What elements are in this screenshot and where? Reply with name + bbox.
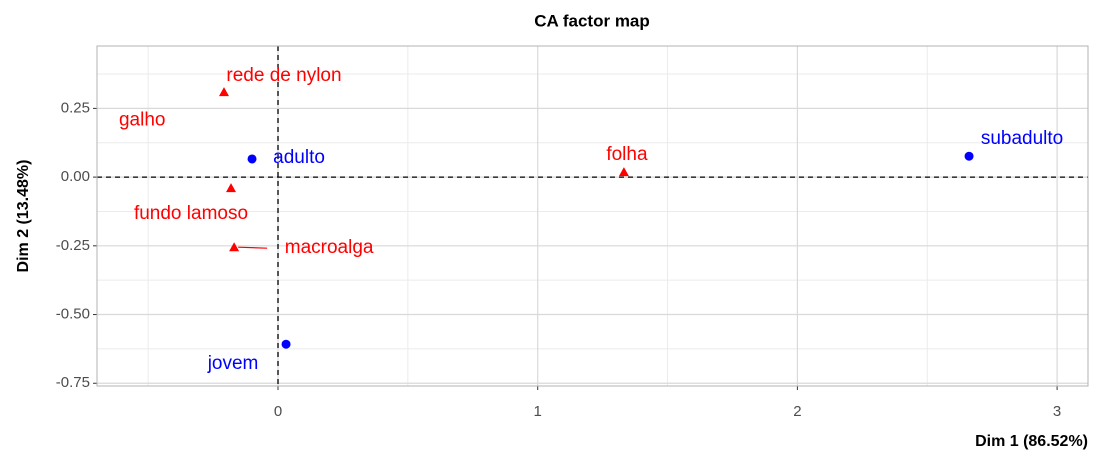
- point-label: adulto: [273, 147, 325, 168]
- x-axis-label: Dim 1 (86.52%): [975, 433, 1088, 450]
- x-tick-label: 0: [274, 403, 282, 420]
- y-tick-label: -0.75: [56, 374, 90, 391]
- points: [218, 87, 974, 349]
- x-tick-label: 1: [534, 403, 542, 420]
- point-label: macroalga: [285, 237, 374, 258]
- point-label: galho: [119, 109, 166, 130]
- y-tick-label: -0.50: [56, 306, 90, 323]
- point: [247, 154, 257, 164]
- point-label: subadulto: [981, 128, 1063, 149]
- point: [618, 167, 629, 177]
- y-tick-label: -0.25: [56, 237, 90, 254]
- point-label: fundo lamoso: [134, 203, 248, 224]
- point-label: folha: [606, 144, 648, 165]
- point: [281, 339, 291, 349]
- y-axis-label: Dim 2 (13.48%): [15, 160, 32, 273]
- point-label: rede de nylon: [226, 65, 341, 86]
- point: [218, 87, 229, 97]
- x-tick-label: 3: [1053, 403, 1061, 420]
- point-label: jovem: [207, 353, 259, 374]
- point: [964, 151, 974, 161]
- point: [226, 183, 237, 193]
- plot-border: [96, 45, 1089, 387]
- y-tick-label: 0.00: [61, 168, 90, 185]
- chart-title: CA factor map: [534, 11, 650, 30]
- point: [229, 242, 240, 252]
- y-tick-label: 0.25: [61, 99, 90, 116]
- x-tick-label: 2: [793, 403, 801, 420]
- label-connector: [238, 246, 268, 249]
